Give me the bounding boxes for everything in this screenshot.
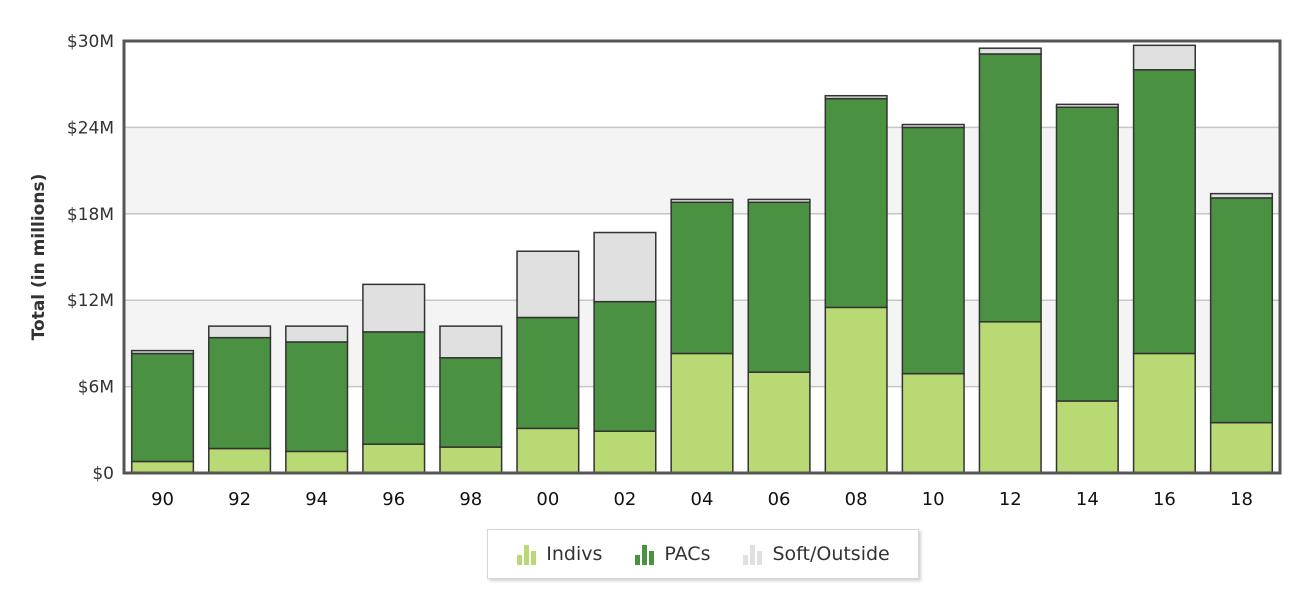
- x-tick-label: 96: [382, 489, 405, 510]
- bar-pacs-10[interactable]: [901, 126, 965, 375]
- bar-indivs-08[interactable]: [824, 306, 888, 474]
- x-tick-label: 06: [768, 489, 791, 510]
- bar-pacs-00[interactable]: [516, 316, 580, 430]
- bar-indivs-10[interactable]: [901, 372, 965, 474]
- legend-label: PACs: [664, 543, 711, 565]
- x-tick-label: 98: [459, 489, 482, 510]
- bar-indivs-18[interactable]: [1209, 421, 1274, 474]
- x-tick-label: 16: [1153, 489, 1176, 510]
- bar-soft-outside-94[interactable]: [285, 325, 349, 343]
- bar-chart-icon: [516, 543, 538, 565]
- bar-soft-outside-02[interactable]: [593, 231, 657, 303]
- x-tick-label: 14: [1076, 489, 1099, 510]
- plot-frame: [122, 39, 1282, 475]
- bar-soft-outside-06[interactable]: [747, 198, 811, 204]
- bar-pacs-90[interactable]: [130, 352, 195, 463]
- bar-pacs-04[interactable]: [670, 201, 734, 355]
- bar-indivs-00[interactable]: [516, 427, 580, 474]
- bar-soft-outside-04[interactable]: [670, 198, 734, 204]
- legend-item-indivs[interactable]: Indivs: [516, 543, 602, 565]
- y-tick-label: $30M: [67, 32, 114, 52]
- legend-item-pacs[interactable]: PACs: [634, 543, 710, 565]
- x-tick-label: 04: [691, 489, 714, 510]
- bars-group: [130, 44, 1274, 474]
- y-axis-ticks: $0 $6M $12M $18M $24M $30M: [67, 32, 114, 484]
- y-axis-label: Total (in millions): [29, 174, 49, 341]
- x-tick-label: 08: [845, 489, 868, 510]
- bar-indivs-04[interactable]: [670, 352, 734, 474]
- legend: Indivs PACs Soft/Outside: [487, 529, 919, 579]
- bar-pacs-06[interactable]: [747, 201, 811, 373]
- bar-indivs-06[interactable]: [747, 371, 811, 474]
- bar-pacs-08[interactable]: [824, 97, 888, 309]
- bar-indivs-98[interactable]: [439, 446, 503, 474]
- y-tick-label: $18M: [67, 205, 114, 225]
- bar-pacs-92[interactable]: [208, 336, 272, 450]
- x-tick-label: 18: [1230, 489, 1253, 510]
- x-axis-ticks: 90 92 94 96 98 00 02 04 06 08 10 12 14 16 18: [151, 489, 1253, 510]
- bar-soft-outside-18[interactable]: [1209, 192, 1274, 199]
- bar-indivs-94[interactable]: [285, 450, 349, 474]
- bar-soft-outside-16[interactable]: [1132, 44, 1196, 71]
- bar-pacs-18[interactable]: [1209, 197, 1274, 424]
- legend-item-soft-outside[interactable]: Soft/Outside: [742, 543, 890, 565]
- y-tick-label: $6M: [78, 378, 114, 398]
- bar-soft-outside-98[interactable]: [439, 325, 503, 359]
- bar-pacs-02[interactable]: [593, 300, 657, 432]
- x-tick-label: 00: [536, 489, 559, 510]
- x-tick-label: 02: [613, 489, 636, 510]
- x-tick-label: 10: [922, 489, 945, 510]
- bar-chart-icon: [634, 543, 656, 565]
- x-tick-label: 92: [228, 489, 251, 510]
- bar-soft-outside-08[interactable]: [824, 94, 888, 100]
- bar-pacs-16[interactable]: [1132, 69, 1196, 355]
- x-tick-label: 90: [151, 489, 174, 510]
- y-tick-label: $12M: [67, 291, 114, 311]
- bar-soft-outside-12[interactable]: [978, 47, 1042, 55]
- bar-indivs-16[interactable]: [1132, 352, 1196, 474]
- bar-indivs-02[interactable]: [593, 430, 657, 474]
- bar-indivs-96[interactable]: [362, 443, 426, 474]
- bar-soft-outside-10[interactable]: [901, 123, 965, 129]
- bar-indivs-14[interactable]: [1055, 400, 1119, 474]
- bar-soft-outside-00[interactable]: [516, 250, 580, 319]
- bar-chart-icon: [742, 543, 764, 565]
- y-tick-label: $0: [92, 464, 114, 484]
- bar-soft-outside-90[interactable]: [130, 349, 195, 355]
- bar-indivs-90[interactable]: [130, 460, 195, 474]
- bar-indivs-92[interactable]: [208, 447, 272, 474]
- x-tick-label: 12: [999, 489, 1022, 510]
- x-tick-label: 94: [305, 489, 328, 510]
- bar-pacs-96[interactable]: [362, 331, 426, 445]
- bar-pacs-98[interactable]: [439, 357, 503, 448]
- bar-indivs-12[interactable]: [978, 321, 1042, 474]
- bar-pacs-14[interactable]: [1055, 106, 1119, 402]
- legend-label: Indivs: [546, 543, 603, 565]
- legend-label: Soft/Outside: [772, 543, 890, 565]
- bar-pacs-94[interactable]: [285, 341, 349, 453]
- bar-soft-outside-96[interactable]: [362, 283, 426, 333]
- y-tick-label: $24M: [67, 118, 114, 138]
- bar-soft-outside-92[interactable]: [208, 325, 272, 339]
- bar-soft-outside-14[interactable]: [1055, 103, 1119, 108]
- bar-pacs-12[interactable]: [978, 53, 1042, 323]
